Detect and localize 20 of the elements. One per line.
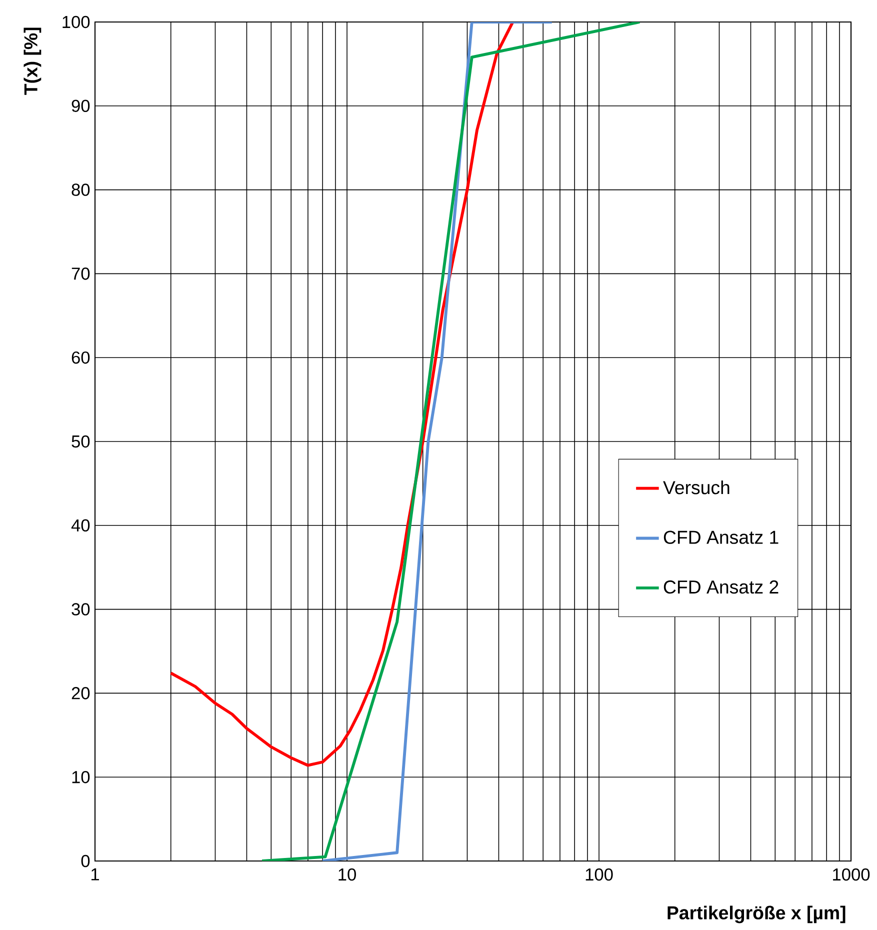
y-tick-label: 30 <box>72 603 90 616</box>
y-tick-label: 40 <box>71 519 90 532</box>
x-tick-label: 1 <box>91 868 99 880</box>
x-tick-label: 100 <box>586 868 613 881</box>
x-tick-label: 1000 <box>833 868 870 881</box>
y-tick-label: 50 <box>72 435 90 448</box>
x-tick-label: 10 <box>338 868 356 881</box>
legend-label: CFD Ansatz 2 <box>664 580 778 594</box>
y-tick-label: 20 <box>72 687 90 700</box>
y-tick-label: 0 <box>81 854 90 868</box>
legend-label: CFD Ansatz 1 <box>664 530 778 544</box>
y-tick-label: 100 <box>62 16 90 28</box>
x-axis-title: Partikelgröße x [µm] <box>668 906 846 924</box>
y-tick-label: 10 <box>72 770 90 784</box>
y-tick-label: 90 <box>72 100 90 112</box>
y-tick-label: 80 <box>72 184 90 196</box>
y-axis-title: T(x) [%] <box>24 28 42 95</box>
y-tick-label: 60 <box>72 351 90 364</box>
y-tick-label: 70 <box>72 268 90 280</box>
legend-label: Versuch <box>663 480 730 494</box>
